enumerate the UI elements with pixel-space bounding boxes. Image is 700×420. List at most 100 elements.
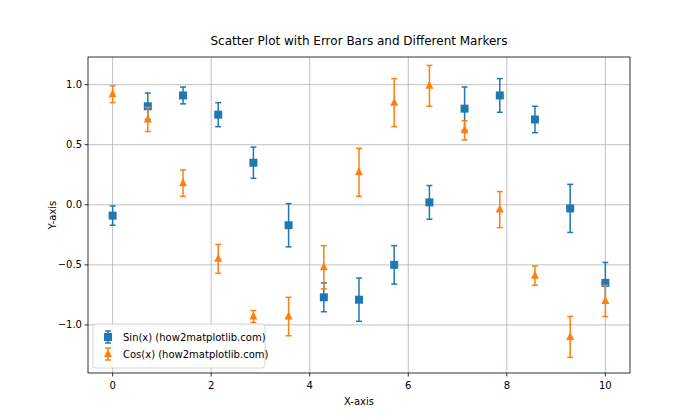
error-cap [110, 85, 116, 87]
x-label: X-axis [344, 396, 374, 407]
error-cap [145, 131, 151, 133]
error-cap [356, 321, 362, 323]
error-bar [426, 186, 432, 220]
error-bar [180, 170, 186, 196]
error-cap [567, 316, 573, 318]
tick-label: 2 [208, 380, 214, 391]
y-label: Y-axis [47, 201, 58, 231]
tick-label: 6 [405, 380, 411, 391]
point [320, 293, 328, 301]
point [144, 114, 152, 122]
error-cap [145, 92, 151, 94]
point [355, 167, 363, 175]
error-bar [497, 79, 503, 113]
error-cap [215, 102, 221, 104]
error-cap [250, 322, 256, 324]
grid-line [88, 264, 630, 265]
point [355, 296, 363, 304]
tick-mark [112, 373, 113, 377]
tick-label: 1.0 [66, 79, 82, 90]
error-cap [497, 112, 503, 114]
error-cap [602, 262, 608, 264]
legend-label: Cos(x) (how2matplotlib.com) [123, 349, 269, 360]
error-cap [286, 335, 292, 337]
series [109, 79, 610, 322]
point [109, 212, 117, 220]
error-cap [426, 185, 432, 187]
tick-mark [85, 264, 89, 265]
error-cap [356, 277, 362, 279]
grid [88, 57, 630, 373]
error-cap [321, 288, 327, 290]
point [531, 115, 539, 123]
error-cap [286, 246, 292, 248]
tick-mark [85, 144, 89, 145]
point [109, 89, 117, 97]
point [601, 296, 609, 304]
error-bar [602, 285, 608, 316]
point [566, 332, 574, 340]
error-bar [286, 204, 292, 247]
error-cap [356, 148, 362, 150]
error-cap [215, 244, 221, 246]
error-cap [286, 203, 292, 205]
error-cap [145, 107, 151, 109]
error-cap [532, 265, 538, 267]
tick-mark [506, 373, 507, 377]
error-cap [286, 297, 292, 299]
grid-line [506, 57, 507, 373]
legend-box [93, 324, 265, 368]
error-cap [426, 106, 432, 108]
error-bar [215, 103, 221, 127]
error-cap [532, 132, 538, 134]
error-bar [462, 121, 468, 140]
error-bar [532, 266, 538, 285]
point [461, 105, 469, 113]
error-bar [356, 278, 362, 321]
grid-line [88, 204, 630, 205]
background [0, 0, 700, 420]
error-bar [602, 262, 608, 303]
point [249, 159, 257, 167]
tick-label: −1.0 [58, 319, 82, 330]
point [390, 261, 398, 269]
error-cap [497, 78, 503, 80]
tick-mark [211, 373, 212, 377]
legend-marker [104, 333, 112, 341]
grid-line [88, 84, 630, 85]
error-cap [567, 232, 573, 234]
point [425, 198, 433, 206]
error-bar [391, 79, 397, 127]
legend-error [105, 342, 111, 344]
tick-label: 0.5 [66, 139, 82, 150]
tick-label: −0.5 [58, 259, 82, 270]
error-bar [250, 147, 256, 178]
frame [88, 57, 630, 373]
point [179, 178, 187, 186]
error-cap [250, 310, 256, 312]
legend-error [105, 330, 111, 332]
error-cap [321, 311, 327, 313]
error-bar [180, 87, 186, 104]
error-cap [215, 126, 221, 128]
error-cap [602, 316, 608, 318]
error-cap [567, 184, 573, 186]
error-cap [110, 102, 116, 104]
legend-error [105, 359, 111, 361]
point [214, 254, 222, 262]
error-bar [567, 184, 573, 232]
error-cap [497, 191, 503, 193]
error-cap [250, 178, 256, 180]
error-cap [602, 285, 608, 287]
error-cap [250, 146, 256, 148]
error-cap [321, 245, 327, 247]
point [390, 98, 398, 106]
tick-mark [85, 84, 89, 85]
legend-error [105, 347, 111, 349]
error-cap [462, 139, 468, 141]
legend-marker [104, 349, 112, 357]
error-cap [356, 196, 362, 198]
error-cap [532, 106, 538, 108]
error-cap [497, 227, 503, 229]
error-cap [426, 65, 432, 67]
